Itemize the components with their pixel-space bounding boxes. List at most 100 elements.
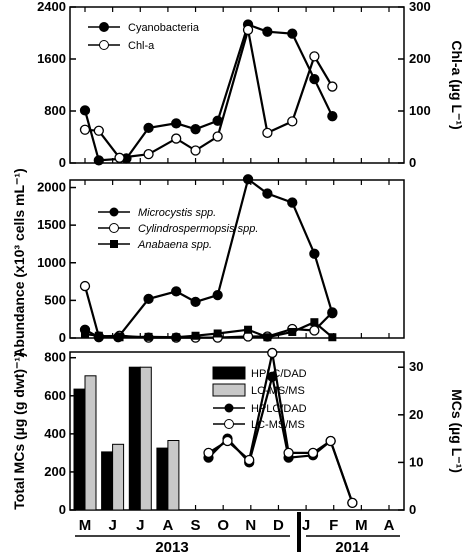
month-label-5: O [217,517,229,534]
bar-lcms-2 [139,366,152,511]
chla-point-7 [242,24,254,36]
panel2-axes: 0 500 1000 1500 2000 [37,180,390,345]
legend-chla-label: Chl-a [128,40,155,52]
cyanobacteria-point-11 [327,111,338,122]
anabaena-point-11 [328,333,337,342]
month-label-1: J [108,517,116,534]
p2-ltick-label-1: 500 [44,292,66,307]
chla-line [84,29,334,159]
legend-micro-marker [109,207,119,217]
cyanobacteria-point-1 [93,155,104,166]
month-label-7: D [273,517,284,534]
bar-lcms-3 [167,440,180,511]
microcystis-point-6 [212,289,223,301]
p1-rtick-label-3: 300 [409,0,431,14]
legend-hplc-marker [224,403,234,413]
legend-hplc-line-label: HPLC/DAD [251,403,307,415]
p1-ltick-label-1: 800 [44,103,66,118]
panel3-series [203,347,358,509]
p3-ltick-label-0: 0 [59,502,66,517]
p1-rtick-label-2: 200 [409,51,431,66]
chla-point-11 [327,81,338,92]
bar-hplc-0 [73,388,86,511]
chla-axis-title: Chl-a (µg L⁻¹) [449,40,465,129]
panel3-axes: 0 200 400 600 800 0 10 20 30 [44,350,423,517]
microcystis-point-2 [113,332,124,343]
abundance-axis-title: Abundance (x10³ cells mL⁻¹) [11,168,27,357]
panel-genera: 0 500 1000 1500 2000 Microcystis spp. Cylind… [37,174,405,345]
microcystis-point-9 [287,197,298,208]
mcs-lcms-point-7 [347,497,358,509]
panel-microcystins: 0 200 400 600 800 0 10 20 30 HPLC/DAD LC-MS/MS H… [44,347,423,517]
month-label-2: J [136,517,144,534]
anabaena-point-7 [244,325,253,334]
year-2013-label: 2013 [155,539,188,555]
cylindrospermopsis-point-10 [309,325,320,336]
microcystis-point-3 [143,293,154,305]
p1-ltick-label-0: 0 [59,155,66,170]
anabaena-point-9 [288,327,297,336]
p3-rtick-label-2: 20 [409,407,423,422]
chla-point-0 [79,124,91,135]
legend-micro-label: Microcystis spp. [138,207,216,219]
legend-anabaena-marker [110,240,118,248]
month-label-10: M [355,517,368,534]
p3-ltick-label-2: 400 [44,426,66,441]
anabaena-point-6 [213,329,222,338]
month-label-9: F [329,517,338,534]
panel3-frame [69,351,405,511]
month-label-4: S [191,517,201,534]
microcystis-point-4 [171,286,182,297]
anabaena-point-5 [191,331,200,340]
cyanobacteria-point-0 [79,105,91,116]
p3-ltick-label-1: 200 [44,464,66,479]
mcs-lcms-point-5 [307,447,319,459]
legend-hplc-bar-label: HPLC/DAD [251,368,307,380]
panel1-axes: 0 800 1600 2400 0 100 200 300 [37,0,431,170]
microcystis-point-1 [93,332,104,343]
panel2-frame [69,179,405,339]
p2-ltick-label-4: 2000 [37,180,66,195]
cyanobacteria-point-4 [171,118,182,129]
panel3-bars [73,366,180,511]
panel3-legend: HPLC/DAD LC-MS/MS HPLC/DAD LC-MS/MS [212,366,307,431]
p3-rtick-label-1: 10 [409,454,423,469]
legend-lcms-line-label: LC-MS/MS [251,419,305,431]
microcystis-point-5 [190,296,201,308]
chla-point-3 [143,149,154,160]
panel1-legend: Cyanobacteria Chl-a [88,22,200,52]
month-label-8: J [302,517,310,534]
anabaena-point-4 [172,333,181,342]
microcystis-point-8 [262,188,273,199]
legend-lcms-marker [224,419,234,429]
anabaena-point-3 [144,332,153,341]
mcs-axis-title: MCs (µg L⁻¹) [449,389,465,473]
month-label-11: A [384,517,395,534]
p1-rtick-label-0: 0 [409,155,416,170]
p2-ltick-label-0: 0 [59,330,66,345]
bar-hplc-2 [128,366,141,511]
legend-cyano-marker [99,22,109,32]
cyanobacteria-point-3 [143,122,154,134]
p1-ltick-label-3: 2400 [37,0,66,14]
total-mcs-axis-title: Total MCs (µg (g dwt)⁻¹) [11,352,27,510]
microcystis-point-0 [79,324,91,335]
legend-cyano-label: Cyanobacteria [128,22,200,34]
chla-point-6 [212,131,223,142]
year-divider [297,512,301,552]
microcystis-point-11 [327,308,338,319]
panel2-series [79,174,338,343]
microcystis-point-7 [242,174,254,185]
p3-ltick-label-4: 800 [44,350,66,365]
cyanobacteria-point-9 [287,28,298,39]
p1-ltick-label-2: 1600 [37,51,66,66]
legend-lcms-bar-label: LC-MS/MS [251,385,305,397]
anabaena-point-10 [310,318,319,327]
bar-hplc-3 [156,447,169,511]
month-label-3: A [162,517,173,534]
panel-abundance-chla: 0 800 1600 2400 0 100 200 300 Cyanobacteria Chl… [37,0,431,170]
chla-point-9 [287,116,298,127]
p2-ltick-label-3: 1500 [37,217,66,232]
cylindrospermopsis-point-0 [79,280,91,292]
